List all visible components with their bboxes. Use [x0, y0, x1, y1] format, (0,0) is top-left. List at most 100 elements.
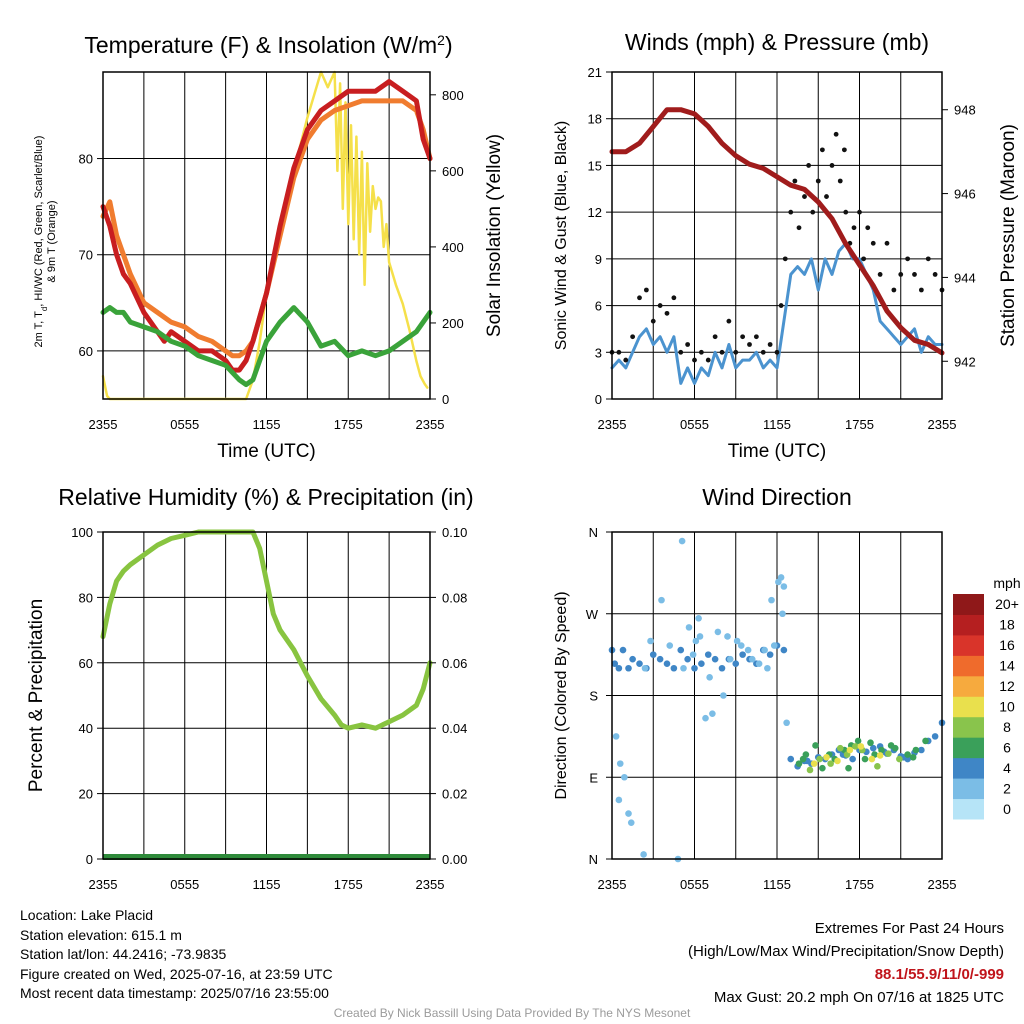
colorbar: mph 20+ 18 16 14 12 10 8 6 4 2 0: [953, 575, 1021, 820]
y-tick-label: S: [589, 689, 598, 704]
gust-point: [705, 357, 711, 363]
direction-point: [876, 752, 884, 759]
gust-point: [616, 349, 622, 355]
gust-point: [778, 303, 784, 308]
direction-point: [869, 744, 877, 752]
direction-point: [691, 664, 698, 672]
x-tick-label: 1755: [845, 417, 874, 432]
gust-point: [829, 163, 835, 168]
y-axis-label: Sonic Wind & Gust (Blue, Black): [553, 121, 570, 350]
direction-point: [649, 651, 657, 658]
station-latlon: Station lat/lon: 44.2416; -73.9835: [20, 946, 227, 962]
gust-point: [851, 225, 857, 231]
y2-tick-label: 942: [954, 354, 976, 369]
gust-point: [796, 225, 802, 231]
y-tick-label: 100: [71, 525, 93, 540]
y-tick-label: E: [589, 770, 598, 785]
y-axis-label: Percent & Precipitation: [26, 599, 47, 792]
direction-point: [724, 633, 731, 640]
direction-point: [689, 651, 697, 658]
colorbar-swatch: [953, 696, 984, 718]
gust-point: [843, 209, 849, 215]
pressure-line: [609, 107, 945, 356]
direction-point: [718, 664, 726, 672]
direction-point: [732, 660, 740, 668]
chart-title: Winds (mph) & Pressure (mb): [625, 29, 929, 55]
x-tick-label: 2355: [928, 417, 957, 432]
x-tick-label: 2355: [416, 877, 445, 892]
gust-point: [824, 194, 829, 199]
direction-point: [780, 646, 788, 654]
gust-point: [891, 287, 897, 293]
y-tick-label: N: [589, 852, 598, 867]
gust-point: [774, 349, 780, 355]
gust-point: [802, 194, 807, 199]
x-tick-label: 2355: [89, 417, 118, 432]
direction-point: [656, 655, 664, 663]
y2-tick-label: 0.06: [442, 656, 467, 671]
direction-point: [777, 574, 785, 581]
direction-point: [806, 766, 814, 774]
direction-point: [612, 733, 620, 740]
direction-point: [733, 637, 741, 645]
gust-point: [912, 272, 917, 277]
direction-point: [891, 744, 899, 752]
direction-point: [845, 764, 852, 772]
y-tick-label: 18: [588, 112, 602, 127]
colorbar-swatch: [953, 675, 984, 697]
direction-point: [819, 764, 826, 772]
colorbar-label: 20+: [995, 596, 1019, 612]
extremes-values: 88.1/55.9/11/0/-999: [874, 966, 1004, 983]
y2-tick-label: 0.02: [442, 787, 467, 802]
direction-point: [857, 743, 865, 750]
direction-point: [795, 760, 803, 767]
credit-line: Created By Nick Bassill Using Data Provi…: [333, 1006, 691, 1020]
series-line: [100, 305, 433, 388]
gust-point: [760, 349, 766, 355]
gust-point: [712, 334, 718, 340]
colorbar-swatch: [953, 716, 984, 738]
gust-point: [767, 342, 773, 347]
y-tick-label: 21: [588, 65, 602, 80]
y2-axis-label: Station Pressure (Maroon): [998, 124, 1019, 347]
gust-point: [678, 349, 684, 355]
y-tick-label: 15: [588, 158, 602, 173]
plot-border: [102, 71, 431, 400]
direction-point: [619, 646, 627, 654]
colorbar-swatch: [953, 655, 984, 677]
direction-point: [666, 642, 674, 649]
y-axis-label-line: 2m T, Td, HI/WC (Red, Green, Scarlet/Blu…: [33, 136, 49, 348]
extremes-heading: Extremes For Past 24 Hours: [814, 920, 1004, 937]
y-tick-label: 20: [79, 787, 93, 802]
direction-point: [755, 660, 763, 668]
direction-point: [761, 646, 768, 654]
direction-point: [764, 664, 771, 672]
plot-border: [102, 531, 431, 860]
x-tick-label: 1755: [845, 877, 874, 892]
gust-point: [671, 295, 677, 301]
gust-point: [685, 342, 691, 347]
direction-point: [698, 660, 705, 668]
extremes-panel: Extremes For Past 24 Hours (High/Low/Max…: [688, 917, 1004, 1009]
direction-point: [744, 646, 752, 654]
x-tick-label: 1155: [253, 877, 281, 892]
colorbar-unit: mph: [993, 575, 1020, 591]
gust-point: [733, 349, 739, 355]
gust-point: [898, 272, 904, 277]
y2-tick-label: 0: [442, 392, 449, 407]
gust-point: [918, 287, 924, 293]
gust-point: [664, 310, 670, 316]
title-close: ): [445, 32, 453, 58]
direction-point: [714, 628, 722, 636]
wind-line: [610, 241, 944, 385]
gust-point: [841, 147, 847, 153]
direction-point: [684, 655, 691, 663]
direction-point: [885, 750, 892, 757]
y-tick-label: 80: [79, 590, 93, 605]
gust-point: [861, 256, 867, 262]
y2-tick-label: 0.10: [442, 525, 467, 540]
direction-point: [812, 742, 819, 749]
y-tick-label: 40: [79, 721, 93, 736]
